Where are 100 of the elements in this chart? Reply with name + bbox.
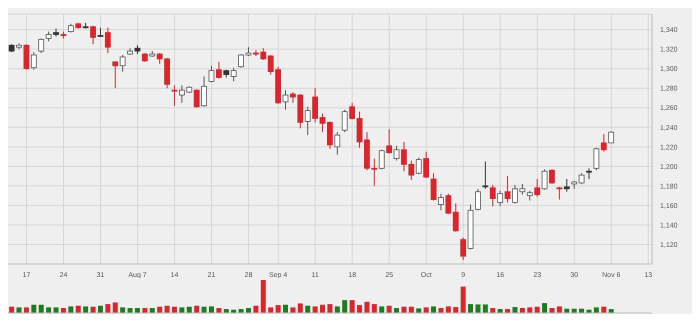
candlestick (542, 168, 548, 190)
candlestick (438, 193, 444, 211)
candlestick (460, 237, 466, 261)
candlestick (216, 61, 222, 79)
bar (312, 306, 318, 313)
bar (460, 286, 466, 313)
candlestick (534, 178, 540, 198)
candlestick (526, 190, 533, 202)
bar (105, 304, 110, 313)
bar (342, 300, 348, 313)
candlestick (46, 31, 52, 42)
candlestick (38, 38, 44, 54)
candlestick (378, 149, 385, 170)
candlestick (482, 160, 488, 190)
bar (128, 308, 133, 313)
bar (142, 308, 148, 313)
bar (386, 306, 392, 313)
bar (260, 280, 266, 313)
bar (579, 308, 584, 313)
candlestick (549, 168, 555, 184)
bar (334, 306, 340, 313)
bar (134, 308, 140, 313)
candlestick (600, 134, 607, 152)
candlestick (475, 188, 481, 211)
bar (475, 304, 480, 313)
candlestick (445, 193, 452, 215)
bar (83, 306, 88, 313)
bar (408, 306, 414, 313)
candlestick (201, 76, 207, 108)
bar (68, 306, 74, 313)
candlestick (430, 172, 436, 202)
bar (98, 306, 103, 313)
bar (276, 305, 281, 313)
bar (9, 306, 14, 313)
bar (31, 304, 36, 313)
candlestick (608, 130, 614, 144)
candlestick (104, 27, 111, 54)
candlestick (282, 90, 288, 110)
bar (372, 304, 377, 313)
bar (90, 306, 96, 313)
candlestick (556, 186, 562, 200)
bar (431, 306, 436, 313)
bar (556, 306, 562, 313)
bar (202, 306, 207, 313)
bar (216, 308, 222, 313)
candlestick (593, 147, 600, 171)
candlestick (334, 132, 340, 156)
bar (172, 306, 177, 313)
bar (401, 306, 406, 313)
candlestick (120, 54, 126, 72)
bar (253, 306, 258, 313)
bar (164, 306, 170, 313)
bar (38, 304, 44, 313)
bar (157, 306, 162, 313)
bar (564, 308, 570, 313)
bar (298, 303, 303, 313)
candlestick (490, 184, 496, 207)
bar (364, 302, 370, 313)
bar (394, 308, 400, 313)
bar (186, 306, 192, 313)
bar (208, 306, 214, 313)
candlestick (342, 109, 348, 133)
bar (327, 304, 332, 313)
bar (231, 310, 236, 313)
candlestick (30, 52, 37, 70)
candlestick (194, 88, 200, 108)
candlestick (90, 25, 96, 45)
candlestick (394, 145, 400, 161)
candlestick (564, 178, 570, 192)
bar (586, 310, 592, 313)
candlestick (112, 61, 118, 89)
candlestick (452, 202, 459, 232)
bar (150, 308, 155, 313)
candlestick (24, 44, 30, 70)
bar (305, 306, 310, 313)
candlestick (304, 106, 311, 136)
bar (490, 308, 496, 313)
bar (246, 308, 251, 313)
bar (112, 302, 118, 313)
bar (282, 304, 288, 313)
bar (542, 303, 548, 313)
candlestick (416, 157, 422, 175)
bar (453, 307, 458, 313)
bar (357, 305, 362, 313)
bar (520, 308, 525, 313)
bar (549, 308, 554, 313)
candlestick (230, 67, 237, 82)
bar (320, 304, 326, 313)
candlestick (208, 65, 214, 83)
bar (350, 300, 355, 313)
bar (60, 308, 66, 313)
bar (194, 306, 200, 313)
bar (446, 306, 451, 313)
bar (534, 306, 540, 313)
candlestick (386, 128, 392, 154)
candlestick (586, 168, 592, 180)
candlestick (497, 190, 504, 207)
bar (512, 307, 518, 313)
bar (379, 306, 384, 313)
bar (438, 308, 444, 313)
